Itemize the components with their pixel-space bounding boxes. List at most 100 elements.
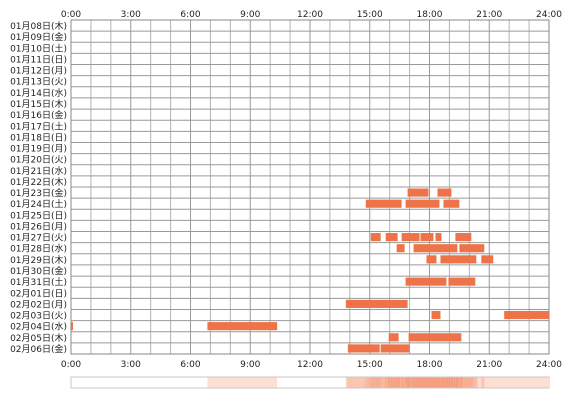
density-mark bbox=[369, 377, 372, 388]
x-tick-label-bottom: 6:00 bbox=[180, 360, 200, 370]
x-tick-label-bottom: 12:00 bbox=[297, 360, 323, 370]
row-label: 01月16日(金) bbox=[10, 109, 67, 121]
density-mark bbox=[459, 377, 462, 388]
density-mark bbox=[461, 377, 463, 388]
density-mark bbox=[474, 377, 477, 388]
density-mark bbox=[383, 377, 385, 388]
row-labels: 01月08日(木)01月09日(金)01月10日(土)01月11日(日)01月1… bbox=[10, 20, 67, 355]
x-tick-label-top: 3:00 bbox=[121, 10, 141, 20]
density-mark bbox=[464, 377, 467, 388]
density-mark bbox=[361, 377, 364, 388]
density-mark bbox=[466, 377, 468, 388]
row-label: 01月28日(水) bbox=[10, 243, 67, 255]
activity-segment bbox=[459, 244, 485, 253]
x-tick-label-bottom: 21:00 bbox=[476, 360, 502, 370]
row-label: 01月11日(日) bbox=[10, 54, 67, 65]
density-mark bbox=[412, 377, 415, 388]
density-bar bbox=[70, 376, 550, 389]
activity-segment bbox=[71, 322, 73, 331]
row-label: 01月10日(土) bbox=[10, 42, 67, 54]
row-label: 01月13日(火) bbox=[10, 77, 67, 88]
activity-segment bbox=[370, 233, 381, 242]
row-label: 02月04日(水) bbox=[10, 321, 67, 333]
density-mark bbox=[409, 377, 412, 388]
row-label: 02月03日(火) bbox=[10, 311, 67, 322]
density-mark bbox=[379, 377, 382, 388]
density-range bbox=[207, 377, 278, 388]
row-label: 02月05日(木) bbox=[10, 332, 67, 344]
density-mark bbox=[351, 377, 354, 388]
activity-segment bbox=[401, 233, 420, 242]
density-mark bbox=[401, 377, 404, 388]
density-mark bbox=[366, 377, 369, 388]
x-tick-label-bottom: 3:00 bbox=[121, 360, 141, 370]
x-tick-label-top: 0:00 bbox=[61, 10, 81, 20]
row-label: 01月09日(金) bbox=[10, 31, 67, 43]
density-mark bbox=[402, 377, 405, 388]
density-mark bbox=[411, 377, 414, 388]
density-mark bbox=[426, 377, 429, 388]
activity-segment bbox=[435, 233, 442, 242]
activity-segment bbox=[388, 333, 399, 342]
density-mark bbox=[480, 377, 483, 388]
x-tick-label-bottom: 9:00 bbox=[240, 360, 260, 370]
x-tick-label-top: 24:00 bbox=[536, 10, 562, 20]
density-mark bbox=[444, 377, 447, 388]
density-mark bbox=[469, 377, 472, 388]
density-mark bbox=[427, 377, 430, 388]
density-mark bbox=[429, 377, 432, 388]
density-mark bbox=[451, 377, 454, 388]
x-tick-label-top: 18:00 bbox=[417, 10, 443, 20]
density-mark bbox=[389, 377, 392, 388]
activity-segment bbox=[405, 199, 440, 208]
row-label: 02月01日(日) bbox=[10, 288, 67, 299]
density-mark bbox=[346, 377, 349, 388]
density-mark bbox=[434, 377, 437, 388]
density-mark bbox=[454, 377, 457, 388]
activity-segment bbox=[504, 310, 549, 320]
activity-segment bbox=[207, 322, 278, 331]
x-tick-label-top: 12:00 bbox=[297, 10, 323, 20]
density-mark bbox=[406, 377, 409, 388]
density-mark bbox=[407, 377, 410, 388]
density-mark bbox=[373, 377, 376, 388]
activity-segment bbox=[347, 344, 380, 353]
density-mark bbox=[437, 377, 440, 388]
row-label: 01月20日(火) bbox=[10, 155, 67, 166]
density-mark bbox=[371, 377, 374, 388]
row-label: 02月02日(月) bbox=[10, 299, 67, 310]
density-mark bbox=[376, 377, 379, 388]
activity-segment bbox=[408, 333, 462, 342]
x-tick-label-bottom: 24:00 bbox=[536, 360, 562, 370]
x-tick-label-bottom: 18:00 bbox=[417, 360, 443, 370]
activity-segment bbox=[440, 255, 477, 264]
density-mark bbox=[368, 377, 371, 388]
row-label: 01月12日(月) bbox=[10, 66, 67, 77]
density-mark bbox=[462, 377, 465, 388]
x-tick-label-bottom: 15:00 bbox=[357, 360, 383, 370]
density-mark bbox=[432, 377, 435, 388]
activity-segment bbox=[396, 244, 405, 253]
density-mark bbox=[475, 377, 478, 388]
activity-segment bbox=[380, 344, 410, 353]
row-label: 01月15日(木) bbox=[10, 98, 67, 110]
density-mark bbox=[421, 377, 424, 388]
activity-segment bbox=[420, 233, 434, 242]
density-mark bbox=[470, 377, 473, 388]
density-mark bbox=[416, 377, 419, 388]
density-mark bbox=[456, 377, 459, 388]
density-mark bbox=[446, 377, 449, 388]
row-label: 01月23日(金) bbox=[10, 187, 67, 199]
activity-segment bbox=[405, 277, 447, 286]
density-mark bbox=[457, 377, 460, 388]
row-label: 01月14日(水) bbox=[10, 87, 67, 99]
density-mark bbox=[452, 377, 455, 388]
row-label: 01月17日(土) bbox=[10, 120, 67, 132]
activity-segment bbox=[448, 277, 476, 286]
activity-segment bbox=[426, 255, 437, 264]
density-mark bbox=[436, 377, 439, 388]
density-mark bbox=[472, 377, 475, 388]
grid bbox=[70, 19, 550, 355]
density-mark bbox=[356, 377, 359, 388]
